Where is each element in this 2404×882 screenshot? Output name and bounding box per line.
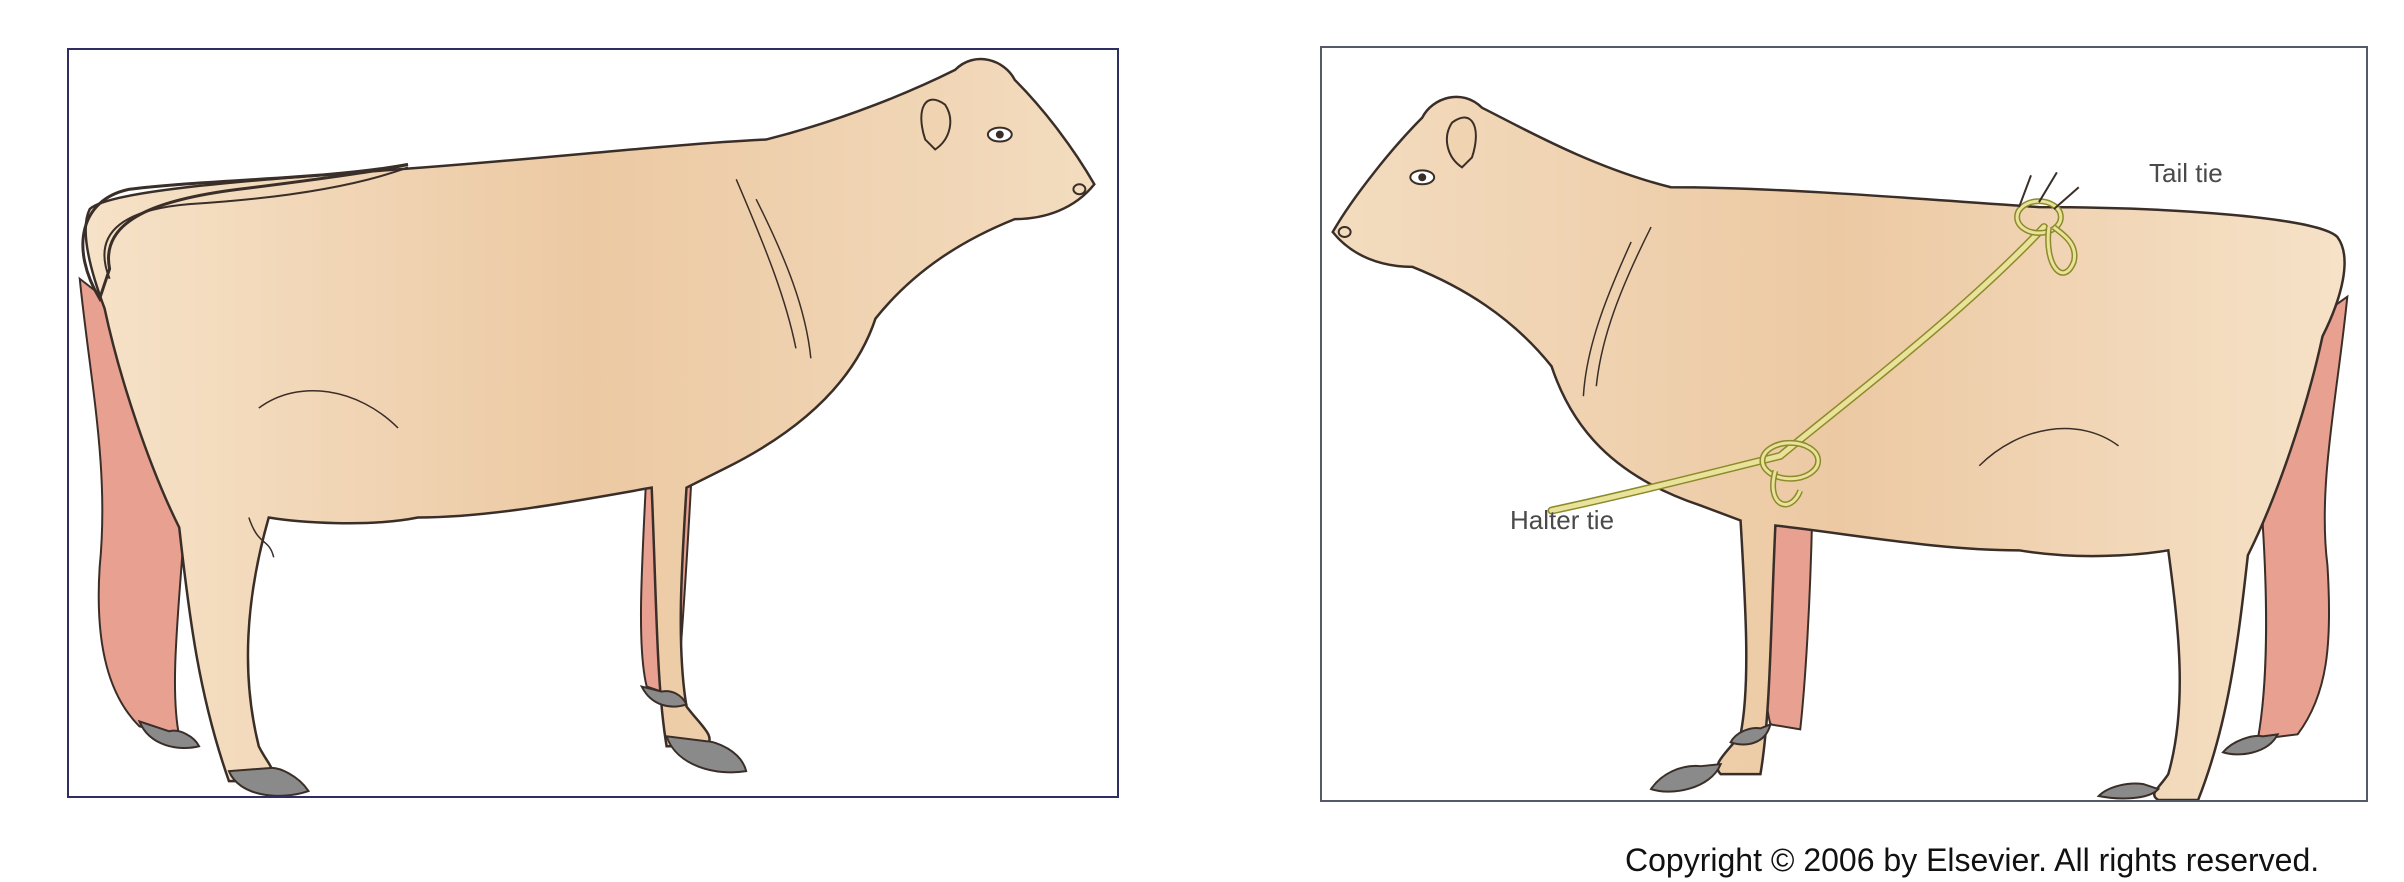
- hoof-front-near: [665, 735, 748, 774]
- cow-ear: [1445, 116, 1477, 169]
- copyright-notice: Copyright © 2006 by Elsevier. All rights…: [1625, 842, 2320, 878]
- hoof-hind-near: [227, 766, 311, 796]
- hoof-hind-far: [2221, 733, 2280, 756]
- left-panel: [67, 48, 1119, 798]
- halter-tie-label: Halter tie: [1510, 505, 1615, 535]
- hoof-front-far: [639, 685, 688, 708]
- tail-over-back: [81, 162, 409, 303]
- tail-tuft: [2018, 171, 2080, 210]
- tail-strand: [103, 166, 409, 280]
- cow-ear: [920, 98, 952, 151]
- tail-tie-label: Tail tie: [2149, 158, 2223, 188]
- right-panel: [1320, 46, 2368, 802]
- hoof-front-near: [1649, 763, 1723, 793]
- cow-nostril: [1072, 183, 1087, 196]
- tail-tie-knot: [2014, 171, 2080, 276]
- cow-tail-tie-halter-tie-illustration: [1331, 95, 2349, 800]
- hoof-hind-near: [2096, 782, 2161, 800]
- hoof-hind-far: [137, 719, 201, 749]
- cow-body: [84, 57, 1096, 783]
- hoof-front-far: [1729, 722, 1772, 746]
- cow-nostril: [1337, 226, 1352, 238]
- cow-tail-over-back-illustration: [78, 57, 1096, 796]
- halter-tie-knot: [1759, 439, 1822, 508]
- cow-body: [1331, 95, 2346, 800]
